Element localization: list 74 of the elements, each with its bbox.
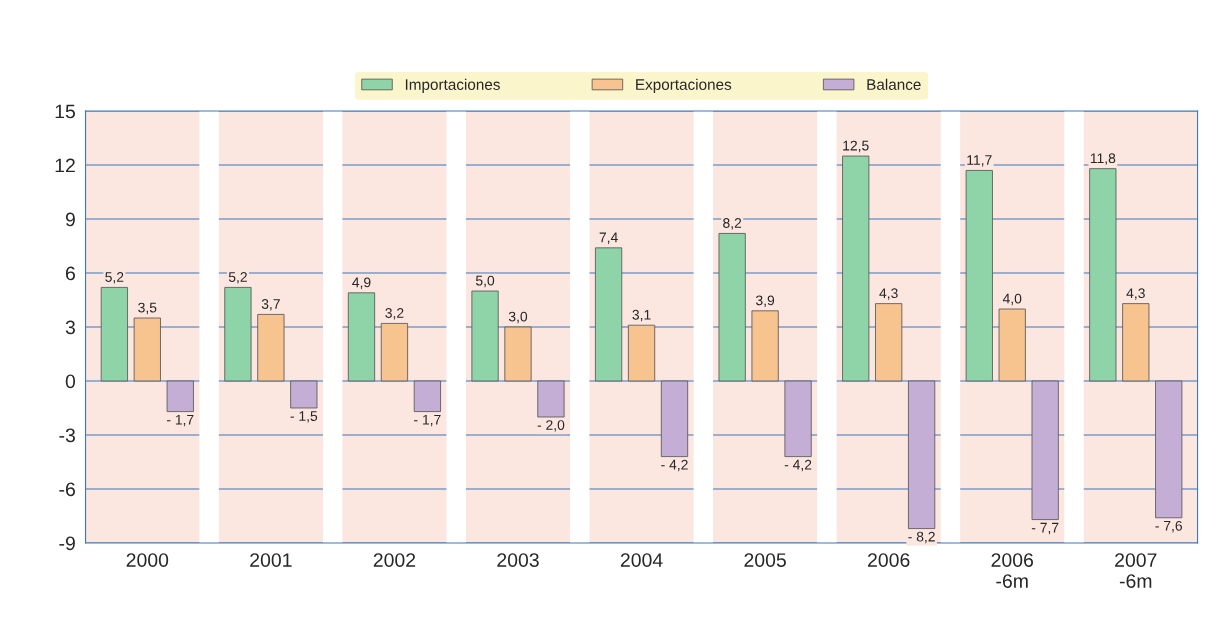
data-label: 5,0 [475, 275, 495, 288]
data-label: 3,5 [138, 302, 157, 315]
bar [413, 380, 441, 413]
bar [504, 326, 532, 382]
data-label: 4,9 [352, 277, 371, 289]
data-label: 11,8 [1090, 153, 1116, 165]
data-label: - 1,7 [414, 414, 441, 427]
bar [718, 233, 746, 382]
data-label: - 8,2 [908, 531, 935, 544]
bar [537, 380, 565, 418]
bar [784, 380, 812, 457]
bar [380, 322, 409, 382]
data-label: - 1,7 [166, 414, 194, 427]
bar [751, 310, 779, 382]
bar [842, 155, 870, 382]
data-label: 4,3 [1126, 288, 1145, 300]
data-label: 8,2 [723, 218, 742, 230]
bar [224, 287, 252, 382]
y-tick-label: 15 [55, 104, 75, 119]
bar [998, 308, 1026, 382]
x-tick-label: 2006 [868, 553, 910, 567]
y-tick-label: -6 [59, 482, 75, 497]
bar [965, 170, 993, 382]
legend-label: Balance [867, 78, 921, 90]
legend-label: Exportaciones [636, 78, 732, 93]
bar [660, 380, 689, 457]
bar [1031, 380, 1059, 520]
y-tick-label: -3 [59, 428, 75, 443]
x-tick-label: 2004 [620, 553, 663, 567]
bar [595, 247, 623, 382]
data-label: 7,4 [599, 232, 618, 244]
legend-label: Importaciones [405, 78, 500, 93]
x-tick-label: 2006 -6m [991, 553, 1033, 588]
x-tick-label: 2003 [497, 553, 539, 567]
data-label: 3,0 [508, 311, 528, 324]
bar [627, 324, 656, 382]
data-label: - 2,0 [537, 420, 565, 432]
bar [471, 290, 499, 382]
bar [908, 380, 936, 529]
y-tick-label: 6 [65, 266, 75, 281]
data-label: - 1,5 [290, 411, 318, 423]
bar [290, 380, 318, 409]
bar [100, 287, 128, 382]
y-tick-label: 0 [65, 374, 76, 389]
data-label: 3,1 [632, 309, 651, 322]
x-tick-label: 2007 -6m [1115, 553, 1157, 588]
data-label: 11,7 [967, 155, 992, 167]
y-tick-label: 12 [55, 158, 75, 173]
bar [1155, 380, 1183, 519]
bar [257, 313, 285, 382]
data-label: 3,7 [261, 299, 280, 311]
bar [166, 380, 194, 413]
bar [347, 292, 376, 382]
bar [133, 317, 161, 382]
data-label: 5,2 [228, 272, 247, 284]
data-label: - 7,7 [1031, 522, 1059, 535]
x-tick-label: 2005 [744, 553, 786, 567]
bar [1122, 303, 1150, 382]
data-label: - 7,6 [1155, 520, 1183, 533]
y-tick-label: 9 [65, 212, 75, 227]
data-label: 4,3 [879, 288, 898, 300]
data-label: 4,0 [1002, 293, 1022, 306]
x-tick-label: 2001 [250, 553, 292, 567]
x-tick-label: 2002 [373, 553, 416, 567]
data-label: - 4,2 [784, 459, 812, 472]
bar [875, 303, 903, 382]
data-label: 3,9 [755, 295, 775, 307]
y-tick-label: 3 [65, 320, 75, 335]
x-tick-label: 2000 [126, 553, 169, 567]
data-label: 5,2 [105, 272, 124, 284]
data-label: 3,2 [385, 308, 404, 320]
y-tick-label: -9 [59, 536, 75, 551]
data-label: 12,5 [843, 140, 869, 153]
data-label: - 4,2 [661, 459, 688, 472]
